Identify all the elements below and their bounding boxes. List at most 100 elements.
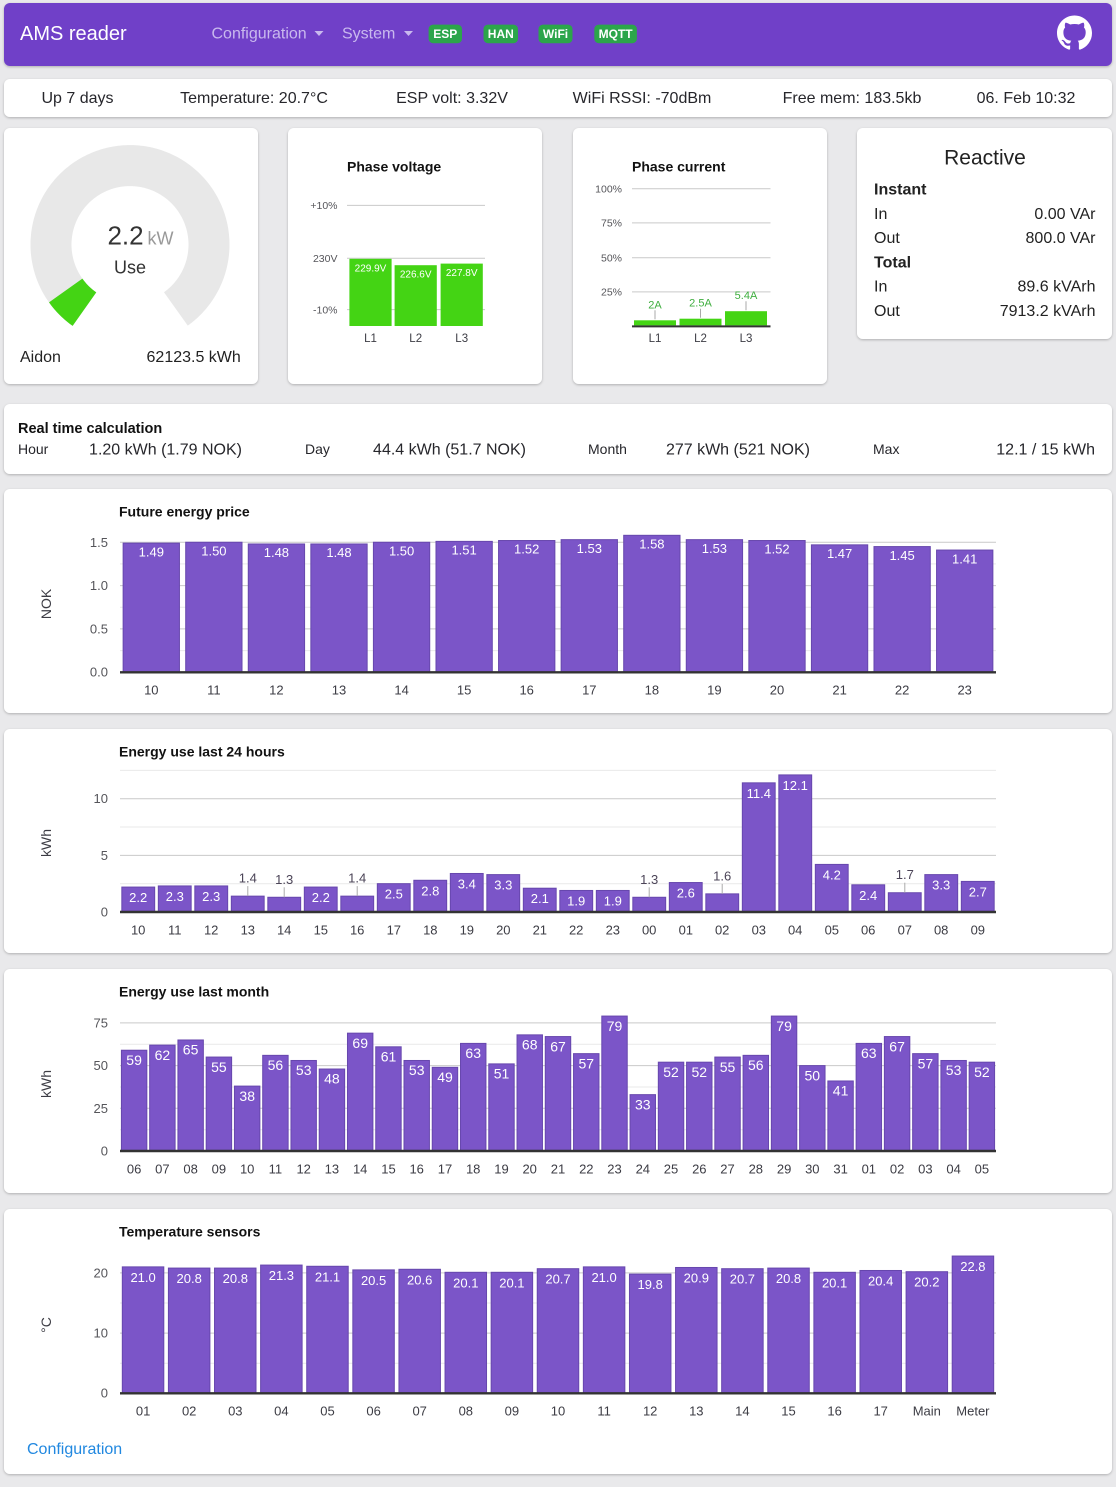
svg-text:38: 38: [239, 1088, 255, 1104]
svg-text:2.2: 2.2: [129, 890, 147, 905]
svg-text:21.0: 21.0: [130, 1270, 155, 1285]
svg-text:23: 23: [606, 922, 620, 937]
svg-text:20: 20: [94, 1265, 108, 1280]
svg-text:21.0: 21.0: [591, 1270, 616, 1285]
svg-text:20.1: 20.1: [499, 1275, 524, 1290]
svg-text:20: 20: [522, 1161, 536, 1176]
svg-text:10: 10: [94, 791, 108, 806]
svg-text:L1: L1: [364, 333, 377, 345]
svg-text:02: 02: [182, 1404, 196, 1419]
svg-text:19: 19: [707, 683, 721, 698]
svg-text:01: 01: [862, 1161, 876, 1176]
svg-text:53: 53: [409, 1062, 425, 1078]
svg-text:15: 15: [457, 683, 471, 698]
svg-text:17: 17: [582, 683, 596, 698]
svg-text:09: 09: [212, 1161, 226, 1176]
svg-text:21: 21: [551, 1161, 565, 1176]
svg-text:20.7: 20.7: [730, 1272, 755, 1287]
svg-text:08: 08: [183, 1161, 197, 1176]
svg-text:1.47: 1.47: [827, 546, 852, 561]
svg-text:230V: 230V: [313, 253, 338, 265]
svg-text:1.0: 1.0: [90, 578, 108, 593]
svg-text:50%: 50%: [601, 253, 622, 265]
svg-text:2.3: 2.3: [166, 889, 184, 904]
svg-text:03: 03: [918, 1161, 932, 1176]
svg-text:16: 16: [409, 1161, 423, 1176]
svg-text:13: 13: [332, 683, 346, 698]
svg-text:ESP: ESP: [433, 27, 457, 41]
svg-text:Instant: Instant: [874, 182, 927, 199]
svg-text:Day: Day: [305, 441, 330, 457]
svg-text:Configuration: Configuration: [27, 1441, 122, 1458]
svg-text:In: In: [874, 206, 887, 223]
svg-text:12: 12: [643, 1404, 657, 1419]
svg-text:29: 29: [777, 1161, 791, 1176]
svg-text:20.5: 20.5: [361, 1273, 386, 1288]
svg-text:15: 15: [781, 1404, 795, 1419]
svg-text:1.9: 1.9: [604, 894, 622, 909]
svg-text:1.52: 1.52: [514, 542, 539, 557]
svg-text:ESP volt: 3.32V: ESP volt: 3.32V: [396, 90, 508, 107]
svg-text:63: 63: [465, 1045, 481, 1061]
svg-text:11: 11: [168, 922, 182, 937]
svg-text:11: 11: [597, 1404, 611, 1419]
svg-text:12: 12: [269, 683, 283, 698]
svg-text:System: System: [342, 26, 395, 43]
svg-text:19: 19: [494, 1161, 508, 1176]
svg-text:52: 52: [663, 1064, 679, 1080]
svg-text:49: 49: [437, 1069, 453, 1085]
svg-text:61: 61: [381, 1049, 397, 1065]
svg-text:79: 79: [607, 1018, 623, 1034]
svg-text:20.1: 20.1: [453, 1275, 478, 1290]
svg-text:02: 02: [890, 1161, 904, 1176]
svg-text:11: 11: [269, 1161, 283, 1176]
svg-text:Free mem: 183.5kb: Free mem: 183.5kb: [783, 90, 922, 107]
svg-text:kW: kW: [148, 229, 174, 249]
svg-text:15: 15: [381, 1161, 395, 1176]
svg-text:1.3: 1.3: [275, 872, 293, 887]
svg-text:52: 52: [974, 1064, 990, 1080]
svg-text:13: 13: [689, 1404, 703, 1419]
svg-text:Use: Use: [114, 258, 146, 278]
svg-text:AMS reader: AMS reader: [20, 23, 127, 45]
svg-text:Up 7 days: Up 7 days: [41, 90, 113, 107]
svg-text:12.1 / 15 kWh: 12.1 / 15 kWh: [996, 442, 1095, 459]
svg-text:03: 03: [228, 1404, 242, 1419]
svg-text:0: 0: [101, 1143, 108, 1158]
svg-text:1.48: 1.48: [326, 545, 351, 560]
svg-text:L3: L3: [455, 333, 468, 345]
svg-text:44.4 kWh (51.7 NOK): 44.4 kWh (51.7 NOK): [373, 442, 526, 459]
svg-text:0.5: 0.5: [90, 621, 108, 636]
svg-text:05: 05: [825, 922, 839, 937]
svg-text:68: 68: [522, 1037, 538, 1053]
svg-text:WiFi: WiFi: [543, 27, 568, 41]
svg-text:05: 05: [320, 1404, 334, 1419]
svg-text:20.8: 20.8: [223, 1271, 248, 1286]
svg-text:2.5: 2.5: [385, 887, 403, 902]
svg-text:23: 23: [957, 683, 971, 698]
svg-text:23: 23: [607, 1161, 621, 1176]
svg-text:13: 13: [325, 1161, 339, 1176]
svg-text:22: 22: [895, 683, 909, 698]
svg-text:57: 57: [918, 1055, 934, 1071]
svg-text:7913.2 kVArh: 7913.2 kVArh: [1000, 303, 1096, 320]
svg-text:1.49: 1.49: [139, 544, 164, 559]
svg-text:21.1: 21.1: [315, 1269, 340, 1284]
svg-text:19: 19: [460, 922, 474, 937]
svg-text:15: 15: [314, 922, 328, 937]
svg-text:02: 02: [715, 922, 729, 937]
svg-text:06: 06: [127, 1161, 141, 1176]
svg-text:2.2: 2.2: [312, 890, 330, 905]
svg-text:06: 06: [861, 922, 875, 937]
svg-text:17: 17: [438, 1161, 452, 1176]
svg-text:Hour: Hour: [18, 441, 49, 457]
svg-text:21: 21: [832, 683, 846, 698]
svg-text:65: 65: [183, 1042, 199, 1058]
svg-text:14: 14: [353, 1161, 367, 1176]
svg-text:20: 20: [496, 922, 510, 937]
svg-text:62: 62: [155, 1047, 171, 1063]
svg-text:19.8: 19.8: [638, 1277, 663, 1292]
svg-text:51: 51: [494, 1066, 510, 1082]
svg-text:28: 28: [749, 1161, 763, 1176]
svg-text:2.6: 2.6: [677, 886, 695, 901]
